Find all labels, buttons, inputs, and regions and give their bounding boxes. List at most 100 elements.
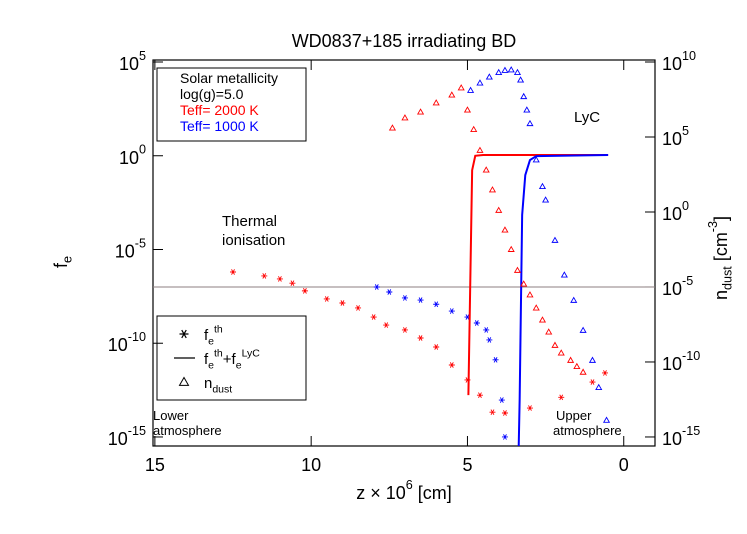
triangle-marker (495, 68, 503, 76)
y-tick-label: 105 (119, 49, 146, 74)
y-tick-label: 100 (119, 143, 146, 168)
triangle-marker (501, 66, 509, 73)
y-tick-label: 10-15 (108, 424, 146, 449)
y-axis-label: fe (51, 256, 75, 268)
annotation: Upper (556, 408, 592, 423)
triangle-marker (551, 341, 559, 348)
triangle-marker (523, 106, 531, 113)
star-marker (373, 284, 380, 290)
legend-box (156, 315, 307, 401)
annotation: Lower (153, 408, 189, 423)
star-marker (448, 362, 455, 368)
legend-label: ndust (204, 375, 232, 395)
triangle-marker (482, 166, 490, 173)
triangle-marker (560, 271, 568, 278)
triangle-marker (570, 296, 578, 303)
data-line (467, 153, 609, 396)
triangle-marker (467, 86, 475, 93)
legend-marker (179, 329, 189, 339)
triangle-marker (520, 280, 528, 287)
annotation: Thermal (222, 213, 277, 230)
info-text: log(g)=5.0 (180, 86, 244, 102)
star-marker (448, 308, 455, 314)
star-marker (473, 320, 480, 326)
triangle-marker (542, 196, 550, 203)
star-marker (383, 322, 390, 328)
star-marker (498, 397, 505, 403)
star-marker (492, 357, 499, 363)
y2-axis-label: ndust [cm-3] (706, 216, 734, 300)
plot-frame (152, 59, 656, 447)
triangle-marker (520, 92, 528, 100)
triangle-marker (551, 236, 559, 243)
legend-label: feth+feLyC (204, 347, 260, 371)
info-box (156, 67, 307, 142)
triangle-marker (457, 84, 465, 91)
legend-label: feth (204, 323, 223, 347)
triangle-marker (595, 383, 603, 391)
star-marker (417, 297, 424, 303)
triangle-marker (545, 328, 553, 335)
star-marker (486, 337, 493, 343)
star-marker (433, 344, 440, 350)
star-marker (433, 301, 440, 308)
star-marker (501, 410, 508, 416)
triangle-marker (448, 91, 456, 98)
triangle-marker (517, 76, 525, 83)
triangle-marker (463, 106, 472, 113)
triangle-marker (532, 304, 540, 311)
star-marker (476, 392, 483, 398)
annotation: LyC (574, 109, 600, 126)
triangle-marker (567, 356, 575, 363)
triangle-marker (526, 291, 534, 298)
star-marker (276, 276, 283, 282)
triangle-marker (501, 226, 509, 233)
triangle-marker (579, 326, 587, 333)
info-text: Teff= 2000 K (180, 102, 259, 118)
y2-tick-label: 1010 (662, 49, 696, 74)
data-line (517, 153, 609, 447)
triangle-marker (588, 356, 597, 363)
triangle-marker (573, 362, 581, 370)
star-marker (370, 314, 377, 320)
star-marker (355, 305, 362, 311)
star-marker (589, 379, 596, 385)
star-marker (301, 288, 308, 294)
triangle-marker (416, 108, 425, 115)
star-marker (323, 296, 330, 302)
triangle-marker (513, 68, 522, 76)
star-marker (601, 370, 608, 376)
triangle-marker (602, 416, 611, 423)
info-text: Teff= 1000 K (180, 118, 259, 134)
star-marker (483, 327, 490, 333)
y-tick-label: 10-10 (108, 330, 146, 355)
triangle-marker (476, 79, 484, 86)
y2-tick-label: 105 (662, 124, 689, 149)
star-marker (289, 280, 296, 286)
info-text: Solar metallicity (180, 70, 278, 86)
star-marker (489, 409, 496, 416)
x-axis-label: z × 106 [cm] (356, 478, 452, 503)
y2-tick-label: 100 (662, 199, 689, 224)
star-marker (261, 273, 268, 279)
x-tick-label: 15 (145, 455, 165, 475)
x-tick-label: 10 (301, 455, 321, 475)
triangle-marker (513, 266, 522, 273)
triangle-marker (579, 368, 587, 375)
star-marker (339, 300, 346, 306)
star-marker (501, 434, 508, 440)
annotation: atmosphere (153, 423, 222, 438)
triangle-marker (507, 245, 515, 252)
star-marker (417, 335, 424, 341)
triangle-marker (485, 73, 493, 80)
triangle-marker (532, 156, 540, 163)
x-tick-label: 0 (619, 455, 629, 475)
triangle-marker (432, 99, 440, 106)
triangle-marker (470, 125, 478, 132)
y2-tick-label: 10-10 (662, 349, 700, 374)
triangle-marker (538, 182, 547, 190)
triangle-marker (476, 146, 484, 153)
y2-tick-label: 10-15 (662, 424, 700, 449)
triangle-marker (526, 119, 534, 127)
